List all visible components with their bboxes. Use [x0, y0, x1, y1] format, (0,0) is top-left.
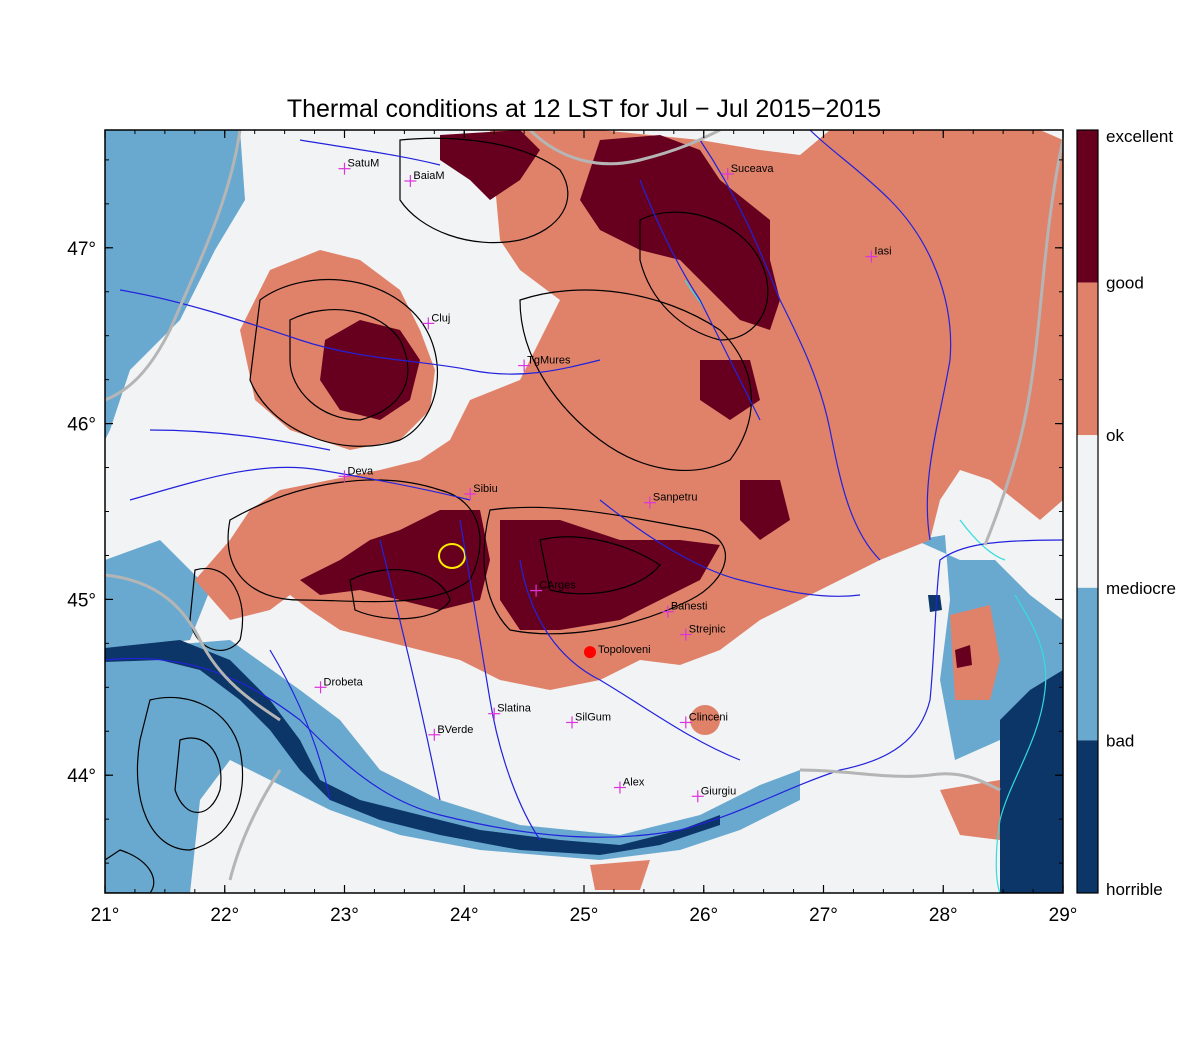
city-label: Suceava: [731, 163, 775, 175]
city-marker: Deva: [338, 465, 375, 483]
legend-color-segment: [1077, 282, 1098, 436]
city-marker: Drobeta: [314, 676, 364, 694]
highlight-city-label: Topoloveni: [598, 644, 651, 656]
lon-tick-label: 22°: [210, 905, 239, 926]
city-label: BaiaM: [413, 170, 444, 182]
city-marker: Clinceni: [679, 711, 728, 729]
city-marker: Sibiu: [464, 483, 498, 500]
lon-tick-label: 28°: [929, 905, 958, 926]
city-label: BVerde: [437, 724, 473, 736]
city-marker: Slatina: [488, 703, 532, 720]
city-label: Cluj: [431, 312, 450, 324]
zone-excellent: [300, 130, 972, 668]
city-label: SilGum: [575, 711, 611, 723]
lat-tick-label: 44°: [67, 766, 96, 787]
axis-tick-labels: 21° 22° 23° 24° 25° 26° 27° 28° 29° 47° 46° 45° 44°: [67, 239, 1077, 926]
legend-label: horrible: [1106, 880, 1163, 899]
lon-tick-label: 29°: [1049, 905, 1078, 926]
lon-tick-label: 27°: [809, 905, 838, 926]
legend-label: bad: [1106, 731, 1134, 750]
lon-tick-label: 23°: [330, 905, 359, 926]
yellow-contour: [438, 543, 466, 569]
city-marker: Banesti: [661, 601, 708, 618]
city-marker: Iasi: [865, 246, 892, 263]
legend-colorbar: excellent good ok mediocre bad horrible: [1076, 127, 1176, 899]
legend-label: excellent: [1106, 127, 1173, 146]
city-marker: Alex: [613, 777, 645, 794]
city-marker: Giurgiu: [691, 785, 736, 803]
city-label: Banesti: [671, 601, 708, 613]
lon-tick-label: 24°: [450, 905, 479, 926]
city-marker: Cluj: [422, 312, 450, 330]
city-label: Drobeta: [324, 676, 364, 688]
rivers: [105, 130, 1063, 841]
lat-tick-label: 47°: [67, 239, 96, 260]
lat-tick-label: 45°: [67, 590, 96, 611]
city-label: Strejnic: [689, 624, 726, 636]
zone-bad: [105, 595, 1063, 893]
lat-tick-label: 46°: [67, 415, 96, 436]
city-label: Sanpetru: [653, 492, 698, 504]
city-marker: CArges: [530, 580, 576, 597]
city-label: Giurgiu: [701, 785, 736, 797]
city-label: CArges: [539, 580, 576, 592]
country-borders: [105, 130, 1063, 881]
city-marker: Sanpetru: [643, 492, 698, 509]
legend-color-segment: [1077, 740, 1098, 893]
legend-label: ok: [1106, 426, 1124, 445]
city-label: Deva: [348, 465, 375, 477]
city-marker: Strejnic: [679, 624, 726, 641]
city-label: Slatina: [497, 703, 532, 715]
city-label: Sibiu: [473, 483, 497, 495]
legend-color-segment: [1077, 130, 1098, 283]
cities-layer: SatuM BaiaM Suceava Iasi Cluj TgMures Deva Sibi…: [314, 158, 892, 803]
city-label: SatuM: [348, 158, 380, 170]
lon-tick-label: 25°: [570, 905, 599, 926]
city-label: Iasi: [874, 246, 891, 258]
city-marker: TgMures: [518, 355, 571, 372]
lon-tick-label: 21°: [91, 905, 120, 926]
city-marker: SilGum: [566, 711, 611, 729]
legend-label: good: [1106, 274, 1144, 293]
lon-tick-label: 26°: [689, 905, 718, 926]
axis-ticks: [104, 130, 1064, 893]
city-label: TgMures: [527, 355, 571, 367]
city-label: Alex: [623, 777, 645, 789]
city-marker: Suceava: [721, 163, 775, 180]
highlight-city-marker: [583, 646, 596, 659]
city-marker: SatuM: [338, 158, 380, 175]
legend-frame: [1076, 129, 1099, 894]
legend-color-segment: [1077, 435, 1098, 588]
highlight-city-layer: Topoloveni: [583, 644, 651, 659]
city-marker: BVerde: [428, 724, 473, 741]
legend-color-segment: [1077, 587, 1098, 741]
city-label: Clinceni: [689, 711, 728, 723]
map-title: Thermal conditions at 12 LST for Jul − J…: [287, 95, 881, 123]
map-plot-area: SatuM BaiaM Suceava Iasi Cluj TgMures Deva Sibi…: [105, 130, 1063, 893]
legend-label: mediocre: [1106, 579, 1176, 598]
city-marker: BaiaM: [404, 170, 445, 187]
